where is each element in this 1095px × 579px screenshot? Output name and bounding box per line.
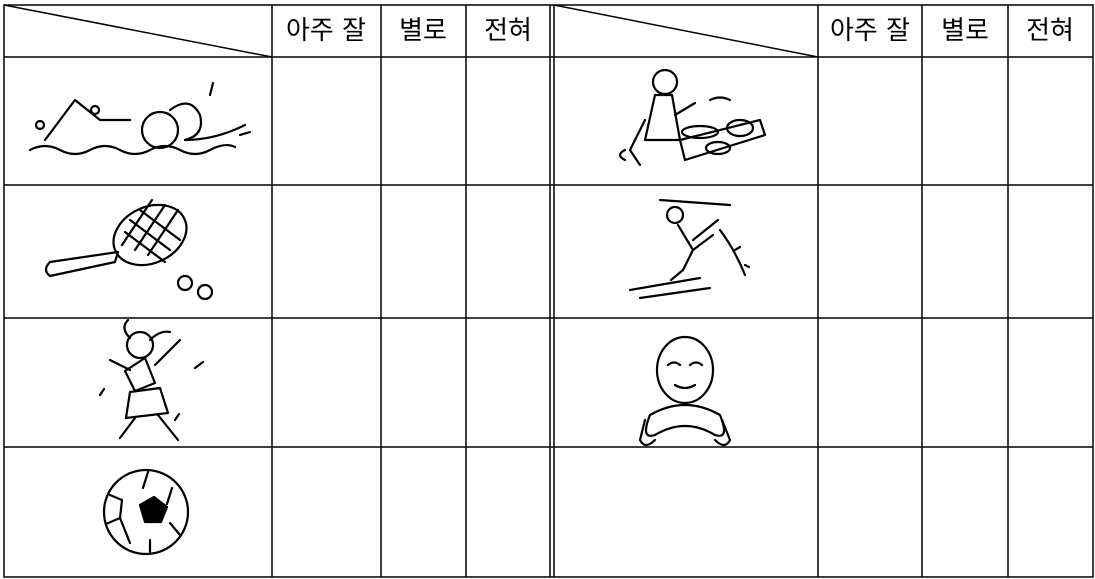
table-grid: [3, 4, 1094, 578]
header-cell: 별로: [399, 16, 447, 46]
driving-icon: [638, 335, 732, 447]
soccer-icon: [102, 468, 190, 556]
header-cell: 별로: [941, 16, 989, 46]
table-border: [3, 4, 1094, 578]
swimming-icon: [28, 81, 252, 156]
cooking-icon: [618, 68, 767, 167]
header-cell: 전혀: [1026, 16, 1074, 46]
header-cell: 전혀: [484, 16, 532, 46]
diagonal-line: [3, 4, 273, 58]
header-cell: 아주 잘: [830, 16, 910, 46]
header-cell: 아주 잘: [286, 16, 366, 46]
dancing-icon: [98, 318, 205, 442]
diagonal-line: [553, 4, 819, 58]
skiing-icon: [628, 198, 751, 300]
tennis-icon: [44, 198, 214, 301]
